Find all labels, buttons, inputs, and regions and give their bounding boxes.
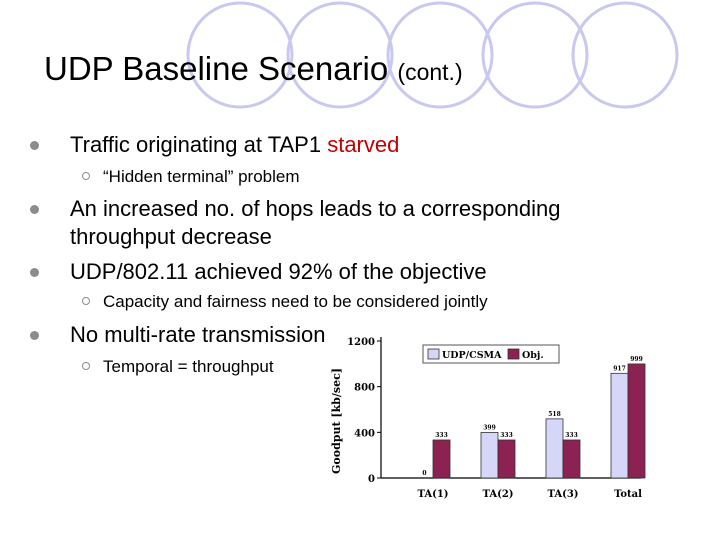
chart-legend xyxy=(422,344,560,364)
subbullet-text: Capacity and fairness need to be conside… xyxy=(103,292,488,311)
x-tick-label: Total xyxy=(614,489,642,500)
y-axis-label: Goodput [kb/sec] xyxy=(330,368,343,474)
bar xyxy=(545,418,564,479)
bar xyxy=(480,432,499,479)
bar xyxy=(432,439,451,479)
chart-plot-area: 0 400 800 1200 0 333 TA(1) 399 333 TA(2) 518 333 TA(… xyxy=(347,337,646,500)
slide-title-main: UDP Baseline Scenario xyxy=(44,50,389,87)
bar xyxy=(562,439,581,479)
bar xyxy=(497,439,516,479)
bar-value-label: 333 xyxy=(565,432,578,439)
highlight-starved: starved xyxy=(327,132,400,157)
bar-value-label: 399 xyxy=(483,424,496,431)
legend-swatch-obj xyxy=(507,348,520,360)
bar xyxy=(610,372,629,479)
y-tick-label: 400 xyxy=(354,428,375,439)
decor-circle xyxy=(386,1,494,109)
bullet-text: Traffic originating at TAP1 starved xyxy=(70,131,399,159)
subbullet-ring-icon xyxy=(82,172,90,180)
bar-value-label: 0 xyxy=(422,470,426,477)
bar-value-label: 518 xyxy=(548,411,561,418)
legend-label-udp-csma: UDP/CSMA xyxy=(442,350,502,361)
slide-title-suffix: (cont.) xyxy=(397,59,463,85)
goodput-bar-chart: Goodput [kb/sec] UDP/CSMA Obj. 0 400 800 12… xyxy=(330,337,646,500)
subbullet-ring-icon xyxy=(82,362,90,370)
slide-title: UDP Baseline Scenario (cont.) xyxy=(44,50,463,88)
bar-value-label: 333 xyxy=(500,432,513,439)
x-tick-label: TA(2) xyxy=(482,489,513,500)
subbullet-ring-icon xyxy=(82,297,90,305)
decorative-circles xyxy=(186,1,679,109)
bullet-text: No multi-rate transmission xyxy=(70,322,326,347)
bullet-text-main: Traffic originating at TAP1 xyxy=(70,132,328,157)
subbullet-text: Temporal = throughput xyxy=(103,357,274,376)
y-tick-label: 0 xyxy=(368,474,375,485)
bar-value-label: 333 xyxy=(435,432,448,439)
bullet-text-line2: throughput decrease xyxy=(70,224,272,249)
legend-label-obj: Obj. xyxy=(522,350,544,361)
y-tick-label: 1200 xyxy=(347,337,375,348)
bullet-text-line1: An increased no. of hops leads to a corr… xyxy=(70,196,561,221)
bullet-dot-icon xyxy=(30,141,39,150)
subbullet-text: “Hidden terminal” problem xyxy=(103,167,300,186)
decor-circle xyxy=(571,1,679,109)
x-tick-label: TA(3) xyxy=(547,489,578,500)
legend-swatch-udp-csma xyxy=(427,348,440,360)
bullet-dot-icon xyxy=(30,268,39,277)
bar-value-label: 999 xyxy=(630,356,643,363)
x-tick-label: TA(1) xyxy=(417,489,448,500)
bullet-dot-icon xyxy=(30,331,39,340)
bullet-text: UDP/802.11 achieved 92% of the objective xyxy=(70,259,487,284)
y-tick-label: 800 xyxy=(354,383,375,394)
bar xyxy=(627,363,646,479)
bar-value-label: 917 xyxy=(613,365,626,372)
decor-circle xyxy=(481,1,589,109)
bullet-dot-icon xyxy=(30,205,39,214)
decor-circle xyxy=(286,1,394,109)
decor-circle xyxy=(186,1,294,109)
